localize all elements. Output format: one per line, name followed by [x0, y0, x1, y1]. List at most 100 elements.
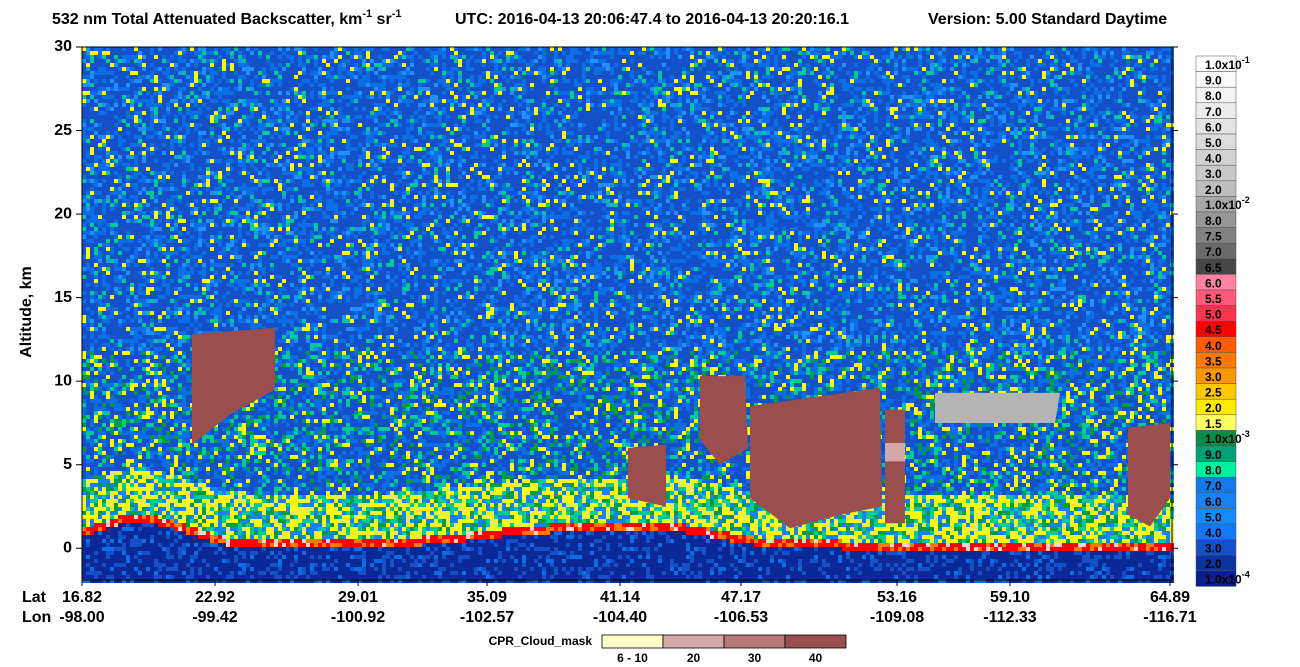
legend-swatch: [662, 634, 725, 649]
texture-cells: [82, 47, 1174, 543]
cloud: [700, 376, 748, 465]
title-text: 532 nm Total Attenuated Backscatter, km: [52, 11, 362, 28]
y-tick-label: 30: [54, 38, 72, 55]
colorbar-label: 4.0: [1205, 152, 1222, 166]
y-tick-label: 10: [54, 372, 72, 389]
colorbar-label: 7.0: [1205, 479, 1222, 493]
cloud: [885, 409, 905, 524]
colorbar-label: 5.0: [1205, 308, 1222, 322]
colorbar-label: 7.0: [1205, 245, 1222, 259]
colorbar-label: 2.0: [1205, 183, 1222, 197]
x-tick-label: 47.17: [721, 589, 761, 606]
colorbar-label: 5.0: [1205, 510, 1222, 524]
x-tick-label: -112.33: [983, 609, 1036, 626]
x-tick-label: 41.14: [600, 589, 640, 606]
y-tick-label: 20: [54, 205, 72, 222]
x-tick-label: -106.53: [714, 609, 768, 626]
chart-title: 532 nm Total Attenuated Backscatter, km-…: [52, 8, 401, 28]
texture-cells: [82, 47, 1174, 543]
colorbar-label: 1.5: [1205, 417, 1222, 431]
colorbar-label: 2.0: [1205, 557, 1222, 571]
x-row-label: Lat: [22, 589, 47, 606]
colorbar-label-superscript: -4: [1242, 570, 1250, 580]
x-tick-label: -99.42: [192, 609, 237, 626]
colorbar-label: 1.0x10-2: [1205, 196, 1250, 213]
colorbar-label-superscript: -1: [1242, 55, 1250, 65]
cloud: [1128, 422, 1170, 527]
legend-label: 40: [809, 651, 823, 665]
cloud: [935, 392, 1060, 423]
x-tick-label: 53.16: [877, 589, 917, 606]
colorbar-label: 8.0: [1205, 464, 1222, 478]
y-tick-label: 25: [54, 122, 72, 139]
colorbar-label: 7.5: [1205, 230, 1222, 244]
x-tick-label: -104.40: [593, 609, 647, 626]
x-tick-label: 59.10: [990, 589, 1030, 606]
legend-swatch: [723, 634, 786, 649]
colorbar-label: 7.0: [1205, 105, 1222, 119]
utc-range: UTC: 2016-04-13 20:06:47.4 to 2016-04-13…: [455, 11, 849, 28]
x-tick-label: -100.92: [331, 609, 385, 626]
colorbar-label: 6.0: [1205, 120, 1222, 134]
x-tick-label: 29.01: [338, 589, 378, 606]
backscatter-image: [81, 46, 1174, 583]
title-superscript: -1: [362, 8, 372, 20]
colorbar-label-text: 1.0x10: [1205, 432, 1242, 446]
x-tick-label: 16.82: [62, 589, 102, 606]
colorbar-label: 9.0: [1205, 448, 1222, 462]
x-row-label: Lon: [22, 609, 51, 626]
texture-cells: [82, 467, 1174, 543]
cloud: [192, 327, 275, 445]
texture-cells: [82, 515, 1174, 551]
colorbar-label: 6.0: [1205, 276, 1222, 290]
colorbar-label-text: 1.0x10: [1205, 198, 1242, 212]
x-tick-label: 22.92: [195, 589, 235, 606]
cloud: [628, 444, 666, 507]
cloud: [750, 387, 882, 529]
colorbar-label: 5.0: [1205, 136, 1222, 150]
x-tick-label: -98.00: [59, 609, 104, 626]
legend-swatch: [601, 634, 664, 649]
texture-cells: [82, 47, 1174, 351]
colorbar-label: 8.0: [1205, 214, 1222, 228]
y-tick-label: 15: [54, 289, 72, 306]
plot-frame: [81, 46, 1173, 581]
title-text: sr: [372, 11, 392, 28]
colorbar-label: 4.0: [1205, 339, 1222, 353]
legend-label: 30: [748, 651, 762, 665]
colorbar-label-superscript: -2: [1242, 196, 1250, 206]
colorbar-label: 1.0x10-4: [1205, 570, 1250, 587]
x-tick-label: -102.57: [460, 609, 514, 626]
colorbar-label: 3.0: [1205, 370, 1222, 384]
x-tick-label: -109.08: [870, 609, 924, 626]
title-superscript: -1: [392, 8, 402, 20]
texture-cells: [82, 471, 1174, 543]
colorbar-label-text: 1.0x10: [1205, 58, 1242, 72]
texture-cells: [82, 523, 1174, 583]
y-tick-label: 0: [63, 539, 72, 556]
colorbar-label-superscript: -3: [1242, 430, 1250, 440]
colorbar-label: 3.5: [1205, 354, 1222, 368]
x-tick-label: 64.89: [1150, 589, 1190, 606]
y-tick-label: 5: [63, 456, 72, 473]
colorbar-label: 1.0x10-1: [1205, 55, 1250, 72]
legend-title: CPR_Cloud_mask: [489, 634, 593, 648]
colorbar-label: 1.0x10-3: [1205, 430, 1250, 447]
colorbar-label: 3.0: [1205, 167, 1222, 181]
version: Version: 5.00 Standard Daytime: [928, 11, 1167, 28]
x-tick-label: 35.09: [467, 589, 507, 606]
x-tick-label: -116.71: [1143, 609, 1196, 626]
colorbar-label: 6.5: [1205, 261, 1222, 275]
colorbar-label: 9.0: [1205, 74, 1222, 88]
colorbar-label: 4.0: [1205, 526, 1222, 540]
colorbar-label: 2.0: [1205, 401, 1222, 415]
colorbar-label: 5.5: [1205, 292, 1222, 306]
y-axis-label: Altitude, km: [18, 266, 35, 358]
cloud: [885, 442, 905, 462]
colorbar-label: 3.0: [1205, 542, 1222, 556]
colorbar-label: 6.0: [1205, 495, 1222, 509]
colorbar-label-text: 1.0x10: [1205, 573, 1242, 587]
colorbar-label: 8.0: [1205, 89, 1222, 103]
colorbar-label: 4.5: [1205, 323, 1222, 337]
